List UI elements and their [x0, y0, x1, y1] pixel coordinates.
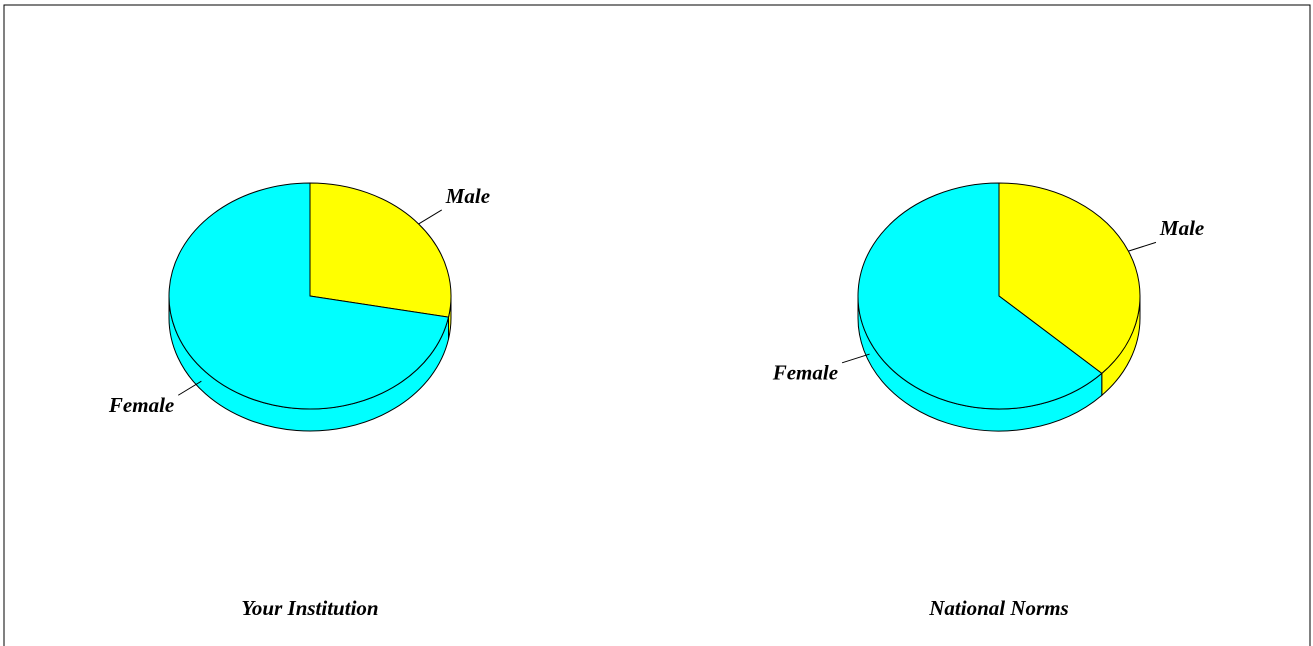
leader-line	[418, 209, 443, 225]
pie-slice	[857, 182, 1103, 410]
leader-line	[841, 353, 870, 364]
frame	[3, 4, 1311, 646]
pie-slice	[998, 182, 1141, 374]
chart-title: National Norms	[928, 596, 1068, 620]
leader-line	[1128, 241, 1157, 252]
slice-label: Female	[108, 393, 174, 417]
slice-label: Male	[445, 184, 490, 208]
slice-label: Female	[772, 361, 838, 385]
slice-label: Male	[1159, 216, 1204, 240]
pie-slice	[168, 182, 450, 410]
leader-line	[177, 380, 202, 396]
chart-title: Your Institution	[241, 596, 378, 620]
pie-slice	[309, 182, 452, 318]
